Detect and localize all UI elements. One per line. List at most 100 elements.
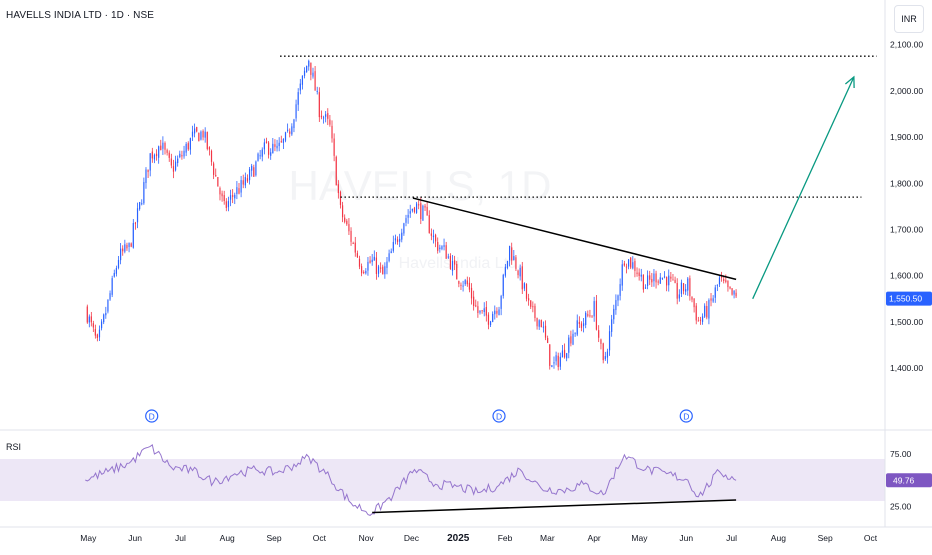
candle-body <box>310 62 312 75</box>
candle-body <box>521 266 523 290</box>
price-axis-tick: 1,900.00 <box>890 132 923 142</box>
candle-body <box>111 278 113 295</box>
candle-body <box>312 72 314 77</box>
candle-body <box>248 169 251 181</box>
candle-body <box>257 153 259 161</box>
candle-body <box>424 205 426 208</box>
candle-body <box>470 287 473 299</box>
time-axis-tick: Dec <box>404 533 420 543</box>
candle-body <box>272 143 274 154</box>
candle-body <box>608 331 611 351</box>
candle-body <box>177 158 179 164</box>
candle-body <box>339 191 342 205</box>
candle-body <box>168 152 170 158</box>
candle-body <box>358 258 361 267</box>
price-axis-tick: 1,700.00 <box>890 224 923 234</box>
candle-body <box>532 306 534 308</box>
candle-body <box>242 180 244 185</box>
candle-body <box>158 146 160 158</box>
candle-body <box>731 288 733 295</box>
candle-body <box>377 266 380 274</box>
candle-body <box>659 277 661 284</box>
candle-body <box>166 150 168 153</box>
time-axis-tick: Oct <box>313 533 327 543</box>
candle-body <box>625 266 628 268</box>
candle-body <box>691 296 693 300</box>
candle-body <box>411 208 413 211</box>
last-price-label: 1,550.50 <box>889 294 922 304</box>
candle-body <box>447 256 449 258</box>
time-axis-tick: Jun <box>128 533 142 543</box>
candle-body <box>291 126 293 135</box>
candle-body <box>600 339 602 344</box>
descending-trendline <box>412 197 737 281</box>
candle-body <box>422 205 424 221</box>
candle-body <box>289 131 291 134</box>
candle-body <box>699 319 702 321</box>
candle-body <box>714 287 716 298</box>
candle-body <box>638 272 640 276</box>
rsi-indicator-label[interactable]: RSI <box>6 442 22 452</box>
candle-body <box>409 211 411 214</box>
time-axis-tick: Jul <box>175 533 186 543</box>
candle-body <box>147 169 149 173</box>
rsi-value-badge <box>886 473 932 488</box>
candle-body <box>672 279 674 281</box>
candle-body <box>361 266 363 274</box>
candle-body <box>183 150 185 157</box>
candle-body <box>297 92 299 105</box>
candle-body <box>327 113 329 119</box>
projection-arrow-head <box>844 75 855 88</box>
candle-body <box>278 142 280 147</box>
candle-body <box>519 267 521 277</box>
candle-body <box>591 316 593 318</box>
candle-body <box>727 280 729 288</box>
price-axis-tick: 1,600.00 <box>890 271 923 281</box>
candle-body <box>181 155 183 157</box>
candle-body <box>502 274 504 296</box>
candle-body <box>515 257 517 269</box>
candle-body <box>498 309 500 316</box>
candle-body <box>86 306 88 323</box>
candle-body <box>238 188 240 194</box>
candle-body <box>267 142 270 155</box>
candle-body <box>435 234 437 242</box>
symbol-title[interactable]: HAVELLS INDIA LTD · 1D · NSE <box>6 10 155 21</box>
watermark-company: Havells India Ltd. <box>399 255 522 272</box>
candle-body <box>697 320 699 322</box>
candle-body <box>572 333 574 345</box>
candle-body <box>496 310 498 314</box>
candle-body <box>674 279 676 284</box>
candle-body <box>303 70 306 76</box>
candle-body <box>295 104 297 119</box>
time-axis-tick: Aug <box>771 533 786 543</box>
candle-body <box>103 314 105 323</box>
candle-body <box>687 278 689 291</box>
candle-body <box>413 207 416 212</box>
candle-body <box>460 284 462 286</box>
candle-body <box>640 274 642 277</box>
currency-button[interactable]: INR <box>894 5 924 33</box>
candle-body <box>371 259 373 263</box>
candle-body <box>90 316 92 323</box>
candle-body <box>234 194 236 199</box>
candle-body <box>255 161 257 176</box>
candle-body <box>344 217 346 222</box>
candle-body <box>549 344 551 366</box>
candle-body <box>213 163 215 175</box>
candle-body <box>458 280 460 284</box>
candle-body <box>244 177 246 186</box>
candle-body <box>130 243 132 247</box>
rsi-axis-tick: 25.00 <box>890 501 912 511</box>
candle-body <box>198 132 200 142</box>
candle-body <box>570 336 572 344</box>
candle-body <box>365 270 367 274</box>
candle-body <box>477 306 479 313</box>
candle-body <box>418 204 420 206</box>
candle-body <box>120 248 122 261</box>
candle-body <box>585 312 587 325</box>
candle-body <box>200 131 202 140</box>
